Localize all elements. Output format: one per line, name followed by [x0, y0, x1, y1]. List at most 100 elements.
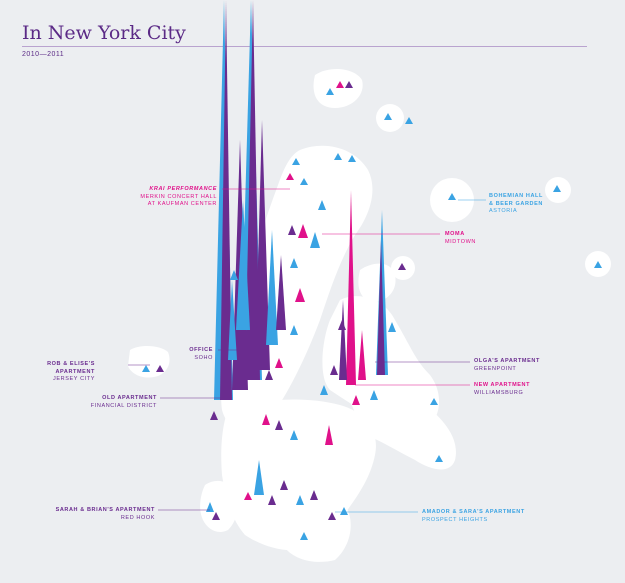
- label-amador-sub: PROSPECT HEIGHTS: [422, 516, 488, 523]
- marker: [268, 495, 276, 505]
- small-markers: [142, 81, 602, 540]
- spike: [266, 230, 278, 345]
- marker: [286, 173, 294, 180]
- label-rob: ROB & ELISE'S APARTMENT JERSEY CITY: [47, 361, 95, 384]
- marker: [238, 290, 246, 300]
- marker: [292, 158, 300, 165]
- spike: [276, 255, 286, 330]
- marker: [300, 178, 308, 185]
- map-title: In New York City: [22, 22, 186, 44]
- marker: [290, 258, 298, 268]
- marker: [258, 290, 266, 300]
- marker: [594, 261, 602, 268]
- label-oldapt: OLD APARTMENT FINANCIAL DISTRICT: [91, 395, 157, 410]
- marker: [244, 492, 252, 500]
- marker: [142, 365, 150, 372]
- marker: [384, 113, 392, 120]
- label-newapt-sub: WILLIAMSBURG: [474, 389, 524, 396]
- label-krai-sub2: AT KAUFMAN CENTER: [147, 201, 217, 207]
- label-olga: OLGA'S APARTMENT GREENPOINT: [474, 358, 540, 373]
- marker: [553, 185, 561, 192]
- label-moma-sub: MIDTOWN: [445, 238, 476, 245]
- marker: [352, 395, 360, 405]
- label-sarah-sub: RED HOOK: [120, 514, 155, 521]
- label-rob-name1: ROB & ELISE'S: [47, 361, 95, 367]
- label-newapt-name: NEW APARTMENT: [474, 382, 531, 388]
- spike: [377, 240, 385, 375]
- label-office-sub: SOHO: [194, 354, 213, 361]
- spike: [228, 280, 237, 360]
- label-moma-name: MOMA: [445, 231, 465, 237]
- label-bohemian-name1: BOHEMIAN HALL: [489, 193, 543, 199]
- marker: [295, 288, 305, 302]
- marker: [328, 512, 336, 520]
- label-sarah-name: SARAH & BRIAN'S APARTMENT: [55, 507, 155, 513]
- marker: [280, 480, 288, 490]
- marker: [288, 225, 296, 235]
- spike: [339, 300, 347, 380]
- leader-lines: [128, 188, 486, 513]
- marker: [340, 507, 348, 515]
- title-rule: [22, 46, 587, 47]
- spike: [358, 330, 366, 380]
- marker: [298, 224, 308, 238]
- marker: [330, 365, 338, 375]
- label-newapt: NEW APARTMENT WILLIAMSBURG: [474, 382, 530, 397]
- marker: [430, 398, 438, 405]
- label-amador-name: AMADOR & SARA'S APARTMENT: [422, 509, 525, 515]
- marker: [388, 322, 396, 332]
- marker: [275, 420, 283, 430]
- marker: [320, 385, 328, 395]
- marker: [265, 370, 273, 380]
- marker: [212, 512, 220, 520]
- marker: [310, 490, 318, 500]
- label-bohemian: BOHEMIAN HALL & BEER GARDEN ASTORIA: [489, 193, 543, 216]
- label-rob-sub: JERSEY CITY: [53, 376, 95, 382]
- marker: [326, 88, 334, 95]
- label-krai: KRAI PERFORMANCE MERKIN CONCERT HALL AT …: [140, 186, 217, 209]
- label-office-name: OFFICE: [189, 347, 213, 353]
- spike: [254, 460, 264, 495]
- marker: [405, 117, 413, 124]
- label-moma: MOMA MIDTOWN: [445, 231, 476, 246]
- marker: [338, 320, 346, 330]
- label-krai-name: KRAI PERFORMANCE: [149, 186, 217, 192]
- marker: [275, 358, 283, 368]
- spike: [220, 0, 232, 400]
- land: [128, 68, 611, 562]
- spike: [245, 0, 260, 380]
- spike: [346, 190, 356, 385]
- marker: [300, 532, 308, 540]
- spike: [325, 425, 333, 445]
- label-sarah: SARAH & BRIAN'S APARTMENT RED HOOK: [56, 507, 155, 522]
- label-rob-name2: APARTMENT: [55, 368, 95, 375]
- marker: [290, 325, 298, 335]
- marker: [290, 430, 298, 440]
- marker: [334, 153, 342, 160]
- label-amador: AMADOR & SARA'S APARTMENT PROSPECT HEIGH…: [422, 509, 525, 524]
- marker: [206, 502, 214, 512]
- marker: [156, 365, 164, 372]
- marker: [370, 390, 378, 400]
- tall-spikes: [214, 0, 388, 495]
- label-office: OFFICE SOHO: [189, 347, 213, 362]
- marker: [210, 411, 218, 420]
- marker: [296, 495, 304, 505]
- spike: [255, 120, 270, 370]
- marker: [398, 263, 406, 270]
- label-oldapt-name: OLD APARTMENT: [102, 395, 157, 401]
- marker: [230, 270, 238, 280]
- label-krai-sub1: MERKIN CONCERT HALL: [140, 193, 217, 200]
- marker: [448, 193, 456, 200]
- marker: [435, 455, 443, 462]
- label-olga-name: OLGA'S APARTMENT: [474, 358, 540, 364]
- marker: [348, 155, 356, 162]
- marker: [310, 232, 320, 248]
- label-oldapt-sub: FINANCIAL DISTRICT: [90, 402, 157, 409]
- marker: [345, 81, 353, 88]
- marker: [262, 414, 270, 425]
- marker: [336, 81, 344, 88]
- map-subtitle: 2010—2011: [22, 51, 65, 58]
- label-bohemian-name2: & BEER GARDEN: [489, 200, 543, 207]
